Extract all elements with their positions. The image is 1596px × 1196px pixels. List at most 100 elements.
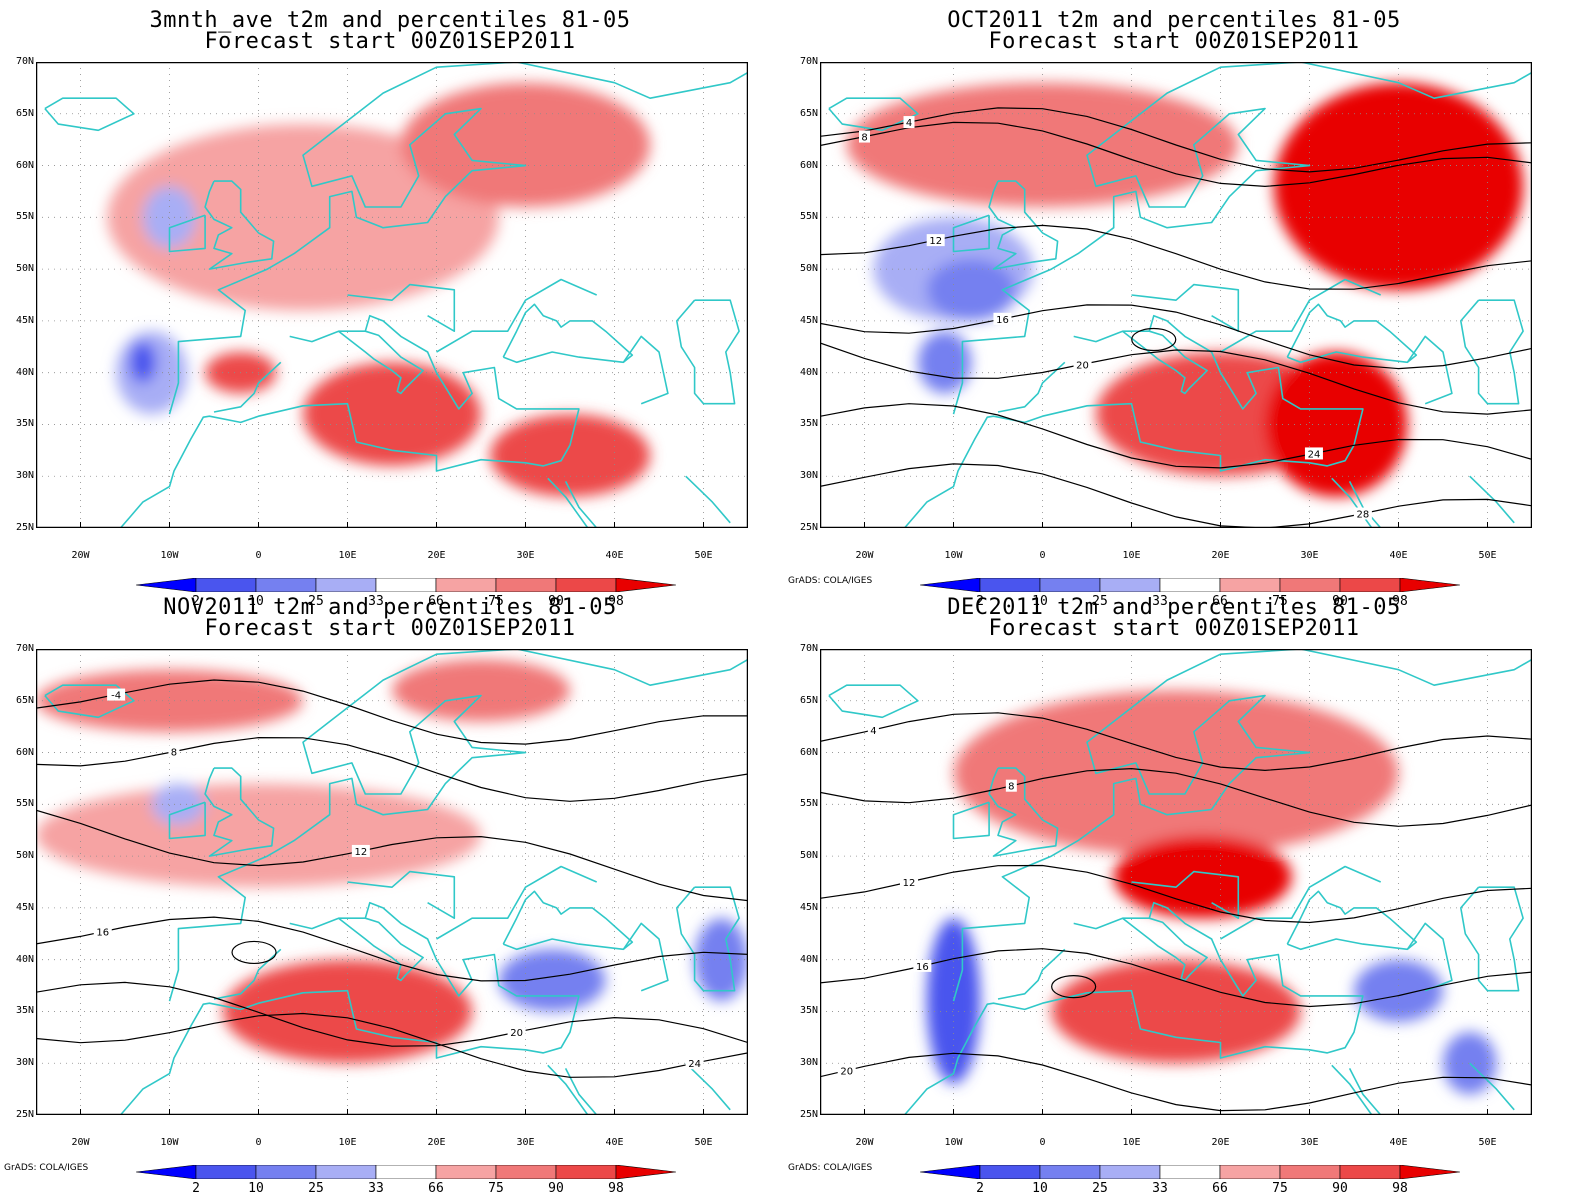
colorbar-label: 75 [488,594,504,609]
longitude-label: 20E [427,1137,446,1148]
svg-text:16: 16 [96,928,109,939]
colorbar-label: 2 [976,1181,984,1196]
longitude-label: 10E [338,1137,357,1148]
map-plot: 4 8 12 16 20 24 28 [820,62,1560,548]
colorbar-label: 75 [1272,1181,1288,1196]
longitude-label: 40E [605,1137,624,1148]
colorbar-arrow-low [920,1165,981,1179]
latitude-label: 70N [799,643,818,654]
map-svg: 4 8 12 16 20 [820,649,1532,1115]
map-frame [820,62,1532,528]
shaded-area-p75 [400,82,651,207]
isotherm-label: 24 [1304,447,1323,460]
isotherms [820,712,1532,1112]
latitude-label: 65N [799,694,818,706]
grads-credit: GrADS: COLA/IGES [788,1163,873,1173]
map-panel-3: NOV2011 t2m and percentiles 81-05 Forecas… [0,587,780,1196]
colorbar-arrow-high [615,578,676,592]
isotherm-label: 16 [993,312,1012,326]
longitude-label: 50E [1478,1137,1497,1148]
svg-text:12: 12 [929,236,942,247]
svg-text:28: 28 [1357,510,1370,521]
colorbar-label: 33 [368,594,384,609]
svg-text:8: 8 [1008,782,1014,793]
shaded-area-p25 [694,918,748,1002]
longitude-label: 20E [1211,550,1230,561]
latitude-label: 65N [15,107,34,119]
svg-text:12: 12 [903,878,916,889]
colorbar-segment-p75 [495,1165,557,1179]
longitude-label: 0 [255,1137,262,1148]
shaded-area-p66 [107,124,499,311]
panel-subtitle: Forecast start 00Z01SEP2011 [988,29,1360,54]
coastlines [44,62,748,528]
latitude-label: 35N [799,1005,818,1017]
colorbar-arrow-high [1399,1165,1460,1179]
longitude-label: 10W [944,550,963,561]
longitude-label: 10E [1122,550,1141,561]
shaded-area-p33 [151,783,206,826]
colorbar-segment-p25 [255,1165,317,1179]
shaded-area-p98 [1113,835,1292,919]
isotherm-label: 20 [837,1064,856,1077]
panel-title: 3mnth_ave t2m and percentiles 81-05 [149,8,631,33]
colorbar-label: 98 [1392,594,1408,609]
colorbar-label: 75 [1272,594,1288,609]
colorbar-segment-p10 [195,1165,257,1179]
latitude-label: 70N [799,56,818,67]
colorbar-label: 2 [976,594,984,609]
map-panel-4: DEC2011 t2m and percentiles 81-05 Forecas… [784,587,1564,1196]
longitude-label: 20E [427,550,446,561]
longitude-label: 0 [255,550,262,561]
colorbar-label: 2 [192,594,200,609]
latitude-label: 25N [15,522,34,533]
panel-title: OCT2011 t2m and percentiles 81-05 [947,8,1401,33]
latitude-label: 45N [799,901,818,913]
colorbar-label: 90 [1332,594,1348,609]
latitude-label: 30N [799,470,818,482]
isotherm-label: 16 [913,959,932,973]
isotherm-label: -4 [107,688,126,702]
isotherm-label: 4 [867,723,879,737]
colorbar-label: 98 [608,1181,624,1196]
map-plot [36,62,776,548]
colorbar-arrow-high [615,1165,676,1179]
colorbar-label: 66 [428,1181,444,1196]
latitude-label: 35N [15,418,34,430]
panel-title: NOV2011 t2m and percentiles 81-05 [163,595,617,620]
colorbar-label: 25 [1092,594,1108,609]
longitude-label: 50E [1478,550,1497,561]
map-plot: -4 8 12 16 20 24 [36,649,776,1135]
shaded-area-p25 [926,258,1016,321]
longitude-label: 40E [1389,550,1408,561]
longitude-label: 10W [944,1137,963,1148]
svg-text:20: 20 [840,1066,853,1077]
colorbar-label: 25 [1092,1181,1108,1196]
latitude-label: 65N [15,694,34,706]
longitude-label: 20E [1211,1137,1230,1148]
longitude-label: 0 [1039,1137,1046,1148]
svg-text:4: 4 [906,118,912,129]
isotherm-label: 20 [1073,358,1092,371]
colorbar-arrow-high [1399,578,1460,592]
latitude-label: 40N [799,366,818,378]
latitude-label: 35N [799,418,818,430]
coastlines [828,62,1532,528]
colorbar-label: 10 [248,594,264,609]
svg-text:8: 8 [861,133,867,144]
map-panel-1: 3mnth_ave t2m and percentiles 81-05 Forec… [0,0,780,609]
svg-text:20: 20 [510,1028,523,1039]
longitude-label: 30E [516,1137,535,1148]
longitude-label: 20W [71,550,90,561]
shaded-area-p90 [222,959,473,1064]
colorbar-segment-neutral [375,1165,437,1179]
colorbar-label: 90 [548,1181,564,1196]
colorbar-segment-p10 [979,1165,1041,1179]
latitude-label: 60N [15,746,34,758]
latitude-label: 50N [799,263,818,275]
latitude-label: 45N [15,901,34,913]
panel-subtitle: Forecast start 00Z01SEP2011 [204,616,576,641]
isotherm-label: 12 [900,876,918,889]
map-svg [36,62,748,528]
colorbar-label: 90 [548,594,564,609]
